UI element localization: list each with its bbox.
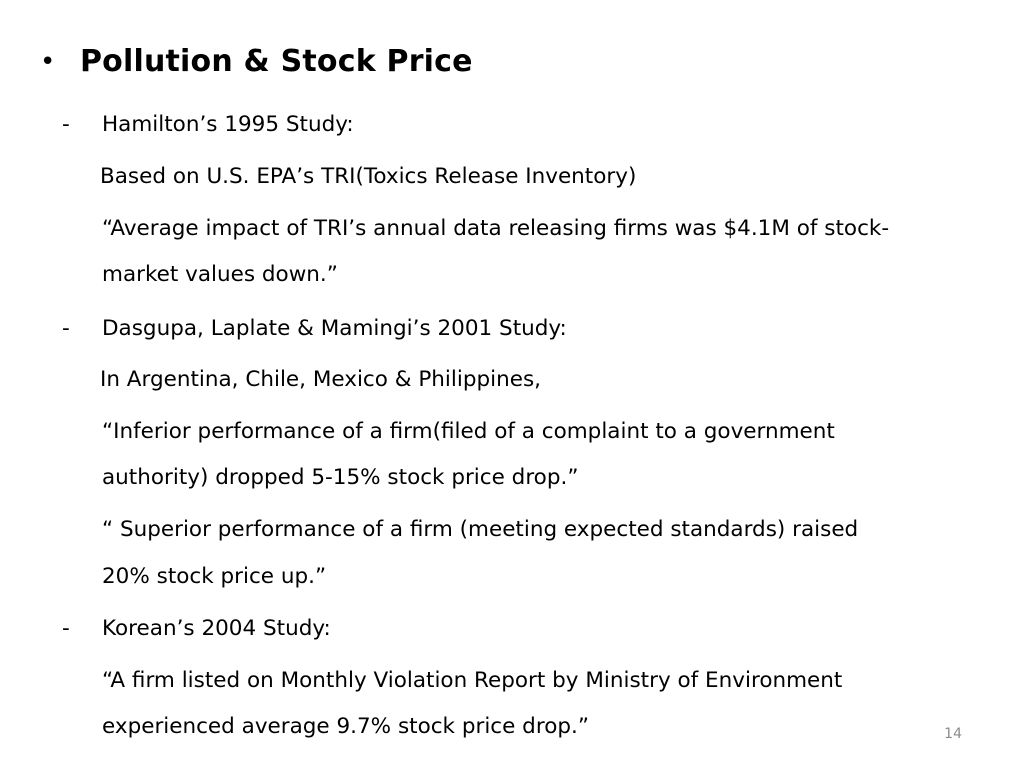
title-text: Pollution & Stock Price [80, 44, 473, 79]
title-bullet-icon: • [40, 47, 56, 77]
study-line: “Inferior performance of a firm(filed of… [102, 419, 835, 444]
study-line: 20% stock price up.” [102, 564, 327, 589]
study-line: “Average impact of TRI’s annual data rel… [102, 216, 890, 241]
study-heading-text: Hamilton’s 1995 Study: [102, 112, 354, 137]
study-line: experienced average 9.7% stock price dro… [102, 714, 589, 739]
study-line: authority) dropped 5-15% stock price dro… [102, 465, 579, 490]
study-heading-text: Korean’s 2004 Study: [102, 616, 331, 641]
study-line: “A firm listed on Monthly Violation Repo… [102, 668, 843, 693]
study-line: “ Superior performance of a firm (meetin… [102, 517, 859, 542]
study-line: Based on U.S. EPA’s TRI(Toxics Release I… [100, 164, 637, 189]
dash-icon: - [62, 316, 70, 341]
slide-title: • Pollution & Stock Price [40, 40, 473, 84]
study-heading-korean: - Korean’s 2004 Study: [62, 612, 331, 646]
study-line: market values down.” [102, 262, 338, 287]
dash-icon: - [62, 112, 70, 137]
dash-icon: - [62, 616, 70, 641]
study-heading-hamilton: - Hamilton’s 1995 Study: [62, 108, 354, 142]
study-heading-dasgupa: - Dasgupa, Laplate & Mamingi’s 2001 Stud… [62, 312, 567, 346]
study-line: In Argentina, Chile, Mexico & Philippine… [100, 367, 542, 392]
study-heading-text: Dasgupa, Laplate & Mamingi’s 2001 Study: [102, 316, 567, 341]
page-number: 14 [944, 726, 962, 742]
